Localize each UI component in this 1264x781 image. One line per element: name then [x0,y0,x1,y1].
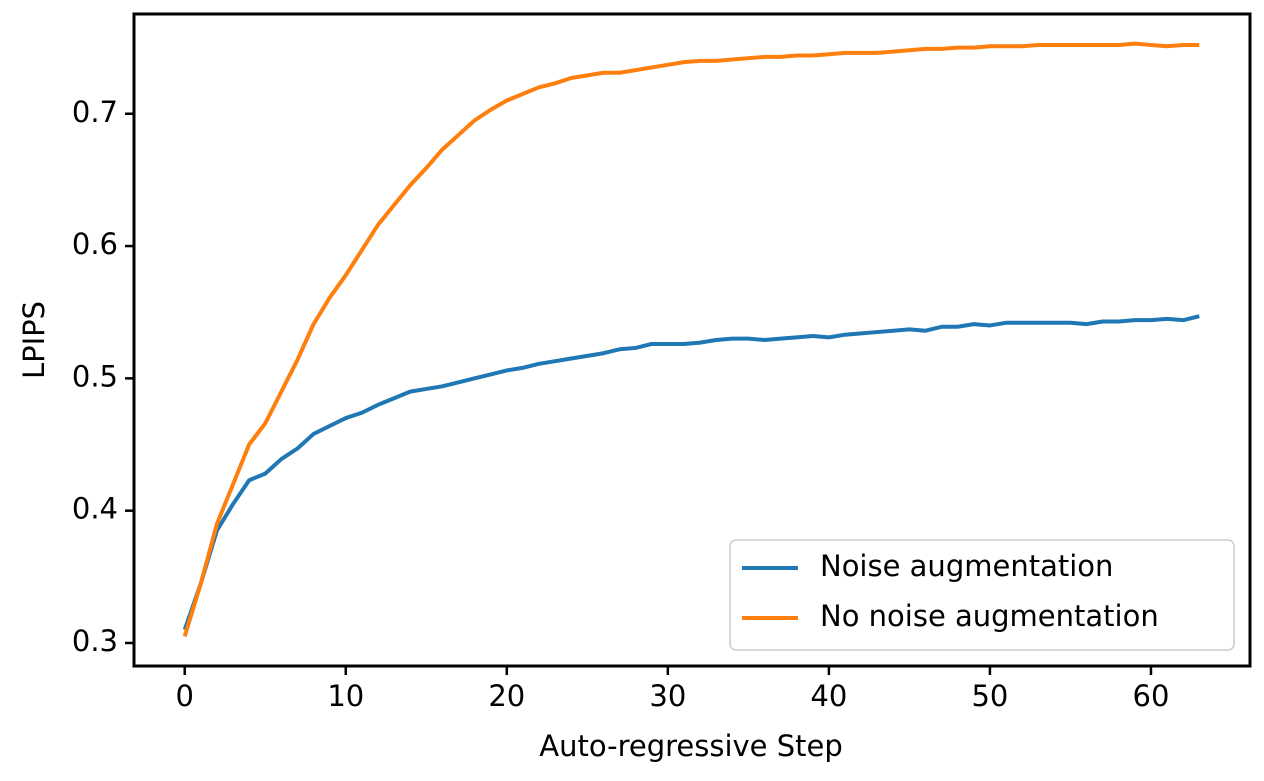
legend-label: Noise augmentation [820,549,1113,583]
legend-label: No noise augmentation [820,599,1159,633]
y-axis-label: LPIPS [17,301,51,379]
x-tick-label: 0 [176,679,194,713]
y-tick-label: 0.5 [72,359,118,393]
legend-box [729,539,1235,651]
x-tick-label: 50 [971,679,1008,713]
x-tick-label: 40 [810,679,847,713]
x-tick-label: 60 [1133,679,1170,713]
y-tick-label: 0.3 [72,624,118,658]
x-tick-label: 20 [488,679,525,713]
y-tick-label: 0.7 [72,95,118,129]
y-tick-label: 0.4 [72,492,118,526]
x-tick-label: 10 [327,679,364,713]
line-series [182,314,1200,631]
y-tick-label: 0.6 [72,227,118,261]
plot-frame [132,12,1252,668]
x-axis-label: Auto-regressive Step [539,729,843,763]
line-series [182,41,1200,637]
x-tick-label: 30 [649,679,686,713]
